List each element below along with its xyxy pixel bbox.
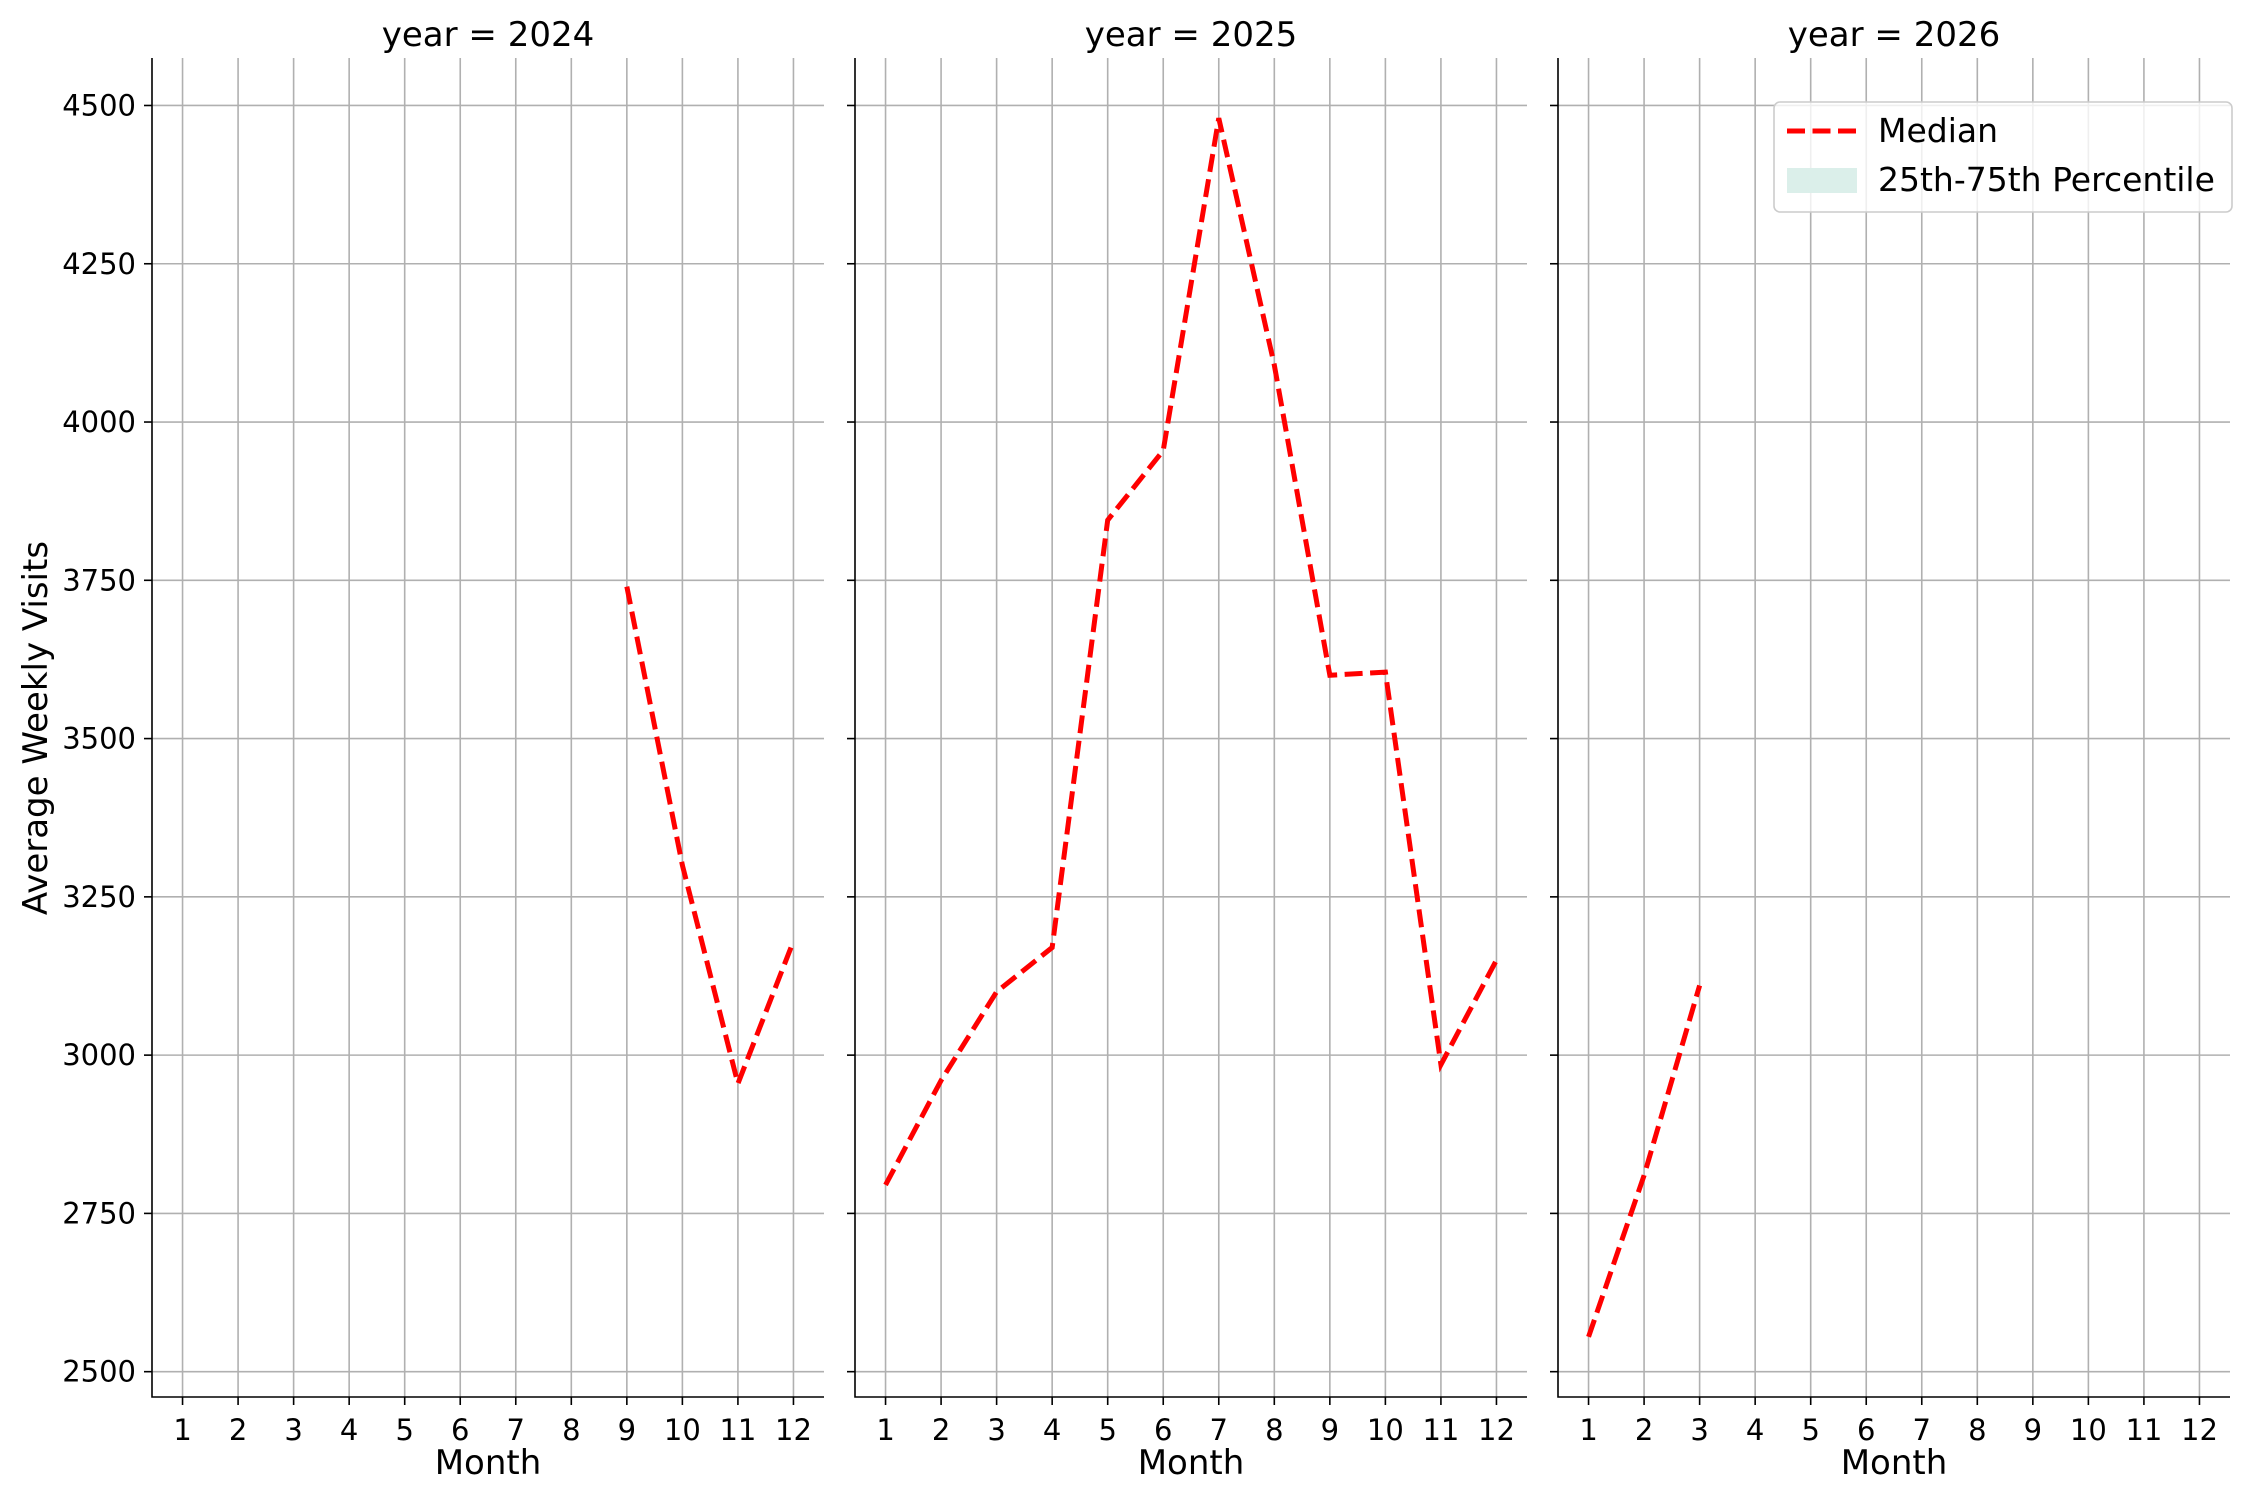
x-tick-label: 6 [1154,1413,1172,1447]
panel-1: 1 2 3 4 5 6 7 8 9 10 11 122500275030003250350037504… [62,15,824,1483]
x-tick-label: 1 [1579,1413,1597,1447]
axis-spines [151,58,824,1398]
x-tick-label: 3 [987,1413,1005,1447]
x-tick-label: 11 [1422,1413,1459,1447]
x-tick-label: 9 [618,1413,636,1447]
legend-frame [1773,101,2233,213]
x-tick-label: 7 [1913,1413,1931,1447]
x-axis-label: Month [435,1443,542,1483]
x-tick-label: 2 [229,1413,247,1447]
x-tick-label: 5 [1801,1413,1819,1447]
x-tick-label: 3 [1690,1413,1708,1447]
x-tick-label: 4 [340,1413,358,1447]
median-series-line [1586,984,1703,1338]
x-tick-label: 10 [664,1413,701,1447]
legend-percentile-label: 25th-75th Percentile [1878,160,2215,199]
y-axis-label: Average Weekly Visits [16,541,56,915]
x-tick-label: 2 [932,1413,950,1447]
y-tick-label: 3750 [62,563,136,597]
panel-title: year = 2026 [1788,15,2000,55]
y-tick-label: 4500 [62,88,136,122]
x-tick-label: 8 [562,1413,580,1447]
y-tick-label: 2500 [62,1355,136,1389]
x-tick-label: 2 [1635,1413,1653,1447]
panel-title: year = 2024 [382,15,594,55]
y-tick-label: 3250 [62,880,136,914]
x-tick-label: 10 [2070,1413,2107,1447]
x-tick-label: 3 [284,1413,302,1447]
x-tick-label: 9 [1321,1413,1339,1447]
x-tick-label: 1 [876,1413,894,1447]
axis-spines [1557,58,2230,1398]
x-tick-label: 5 [1098,1413,1116,1447]
x-axis-label: Month [1841,1443,1948,1483]
panel-title: year = 2025 [1085,15,1297,55]
x-tick-label: 10 [1367,1413,1404,1447]
x-tick-label: 5 [395,1413,413,1447]
axis-spines [854,58,1527,1398]
x-tick-label: 7 [1210,1413,1228,1447]
y-tick-label: 3500 [62,722,136,756]
x-tick-label: 7 [507,1413,525,1447]
legend: Median 25th-75th Percentile [1773,101,2233,213]
x-tick-label: 12 [775,1413,812,1447]
y-tick-label: 4000 [62,405,136,439]
y-tick-label: 2750 [62,1196,136,1230]
x-tick-label: 6 [1857,1413,1875,1447]
median-series-line [883,117,1499,1187]
legend-median-label: Median [1878,111,1998,150]
y-tick-label: 4250 [62,247,136,281]
x-tick-label: 11 [719,1413,756,1447]
x-tick-label: 8 [1968,1413,1986,1447]
x-tick-label: 1 [173,1413,191,1447]
x-tick-label: 8 [1265,1413,1283,1447]
x-axis-label: Month [1138,1443,1245,1483]
x-tick-label: 11 [2125,1413,2162,1447]
median-series-line [624,586,796,1092]
x-tick-label: 4 [1043,1413,1061,1447]
x-tick-label: 4 [1746,1413,1764,1447]
x-tick-label: 12 [1478,1413,1515,1447]
x-tick-label: 6 [451,1413,469,1447]
y-tick-label: 3000 [62,1038,136,1072]
x-tick-label: 9 [2024,1413,2042,1447]
x-tick-label: 12 [2181,1413,2218,1447]
legend-percentile-swatch [1787,168,1857,193]
